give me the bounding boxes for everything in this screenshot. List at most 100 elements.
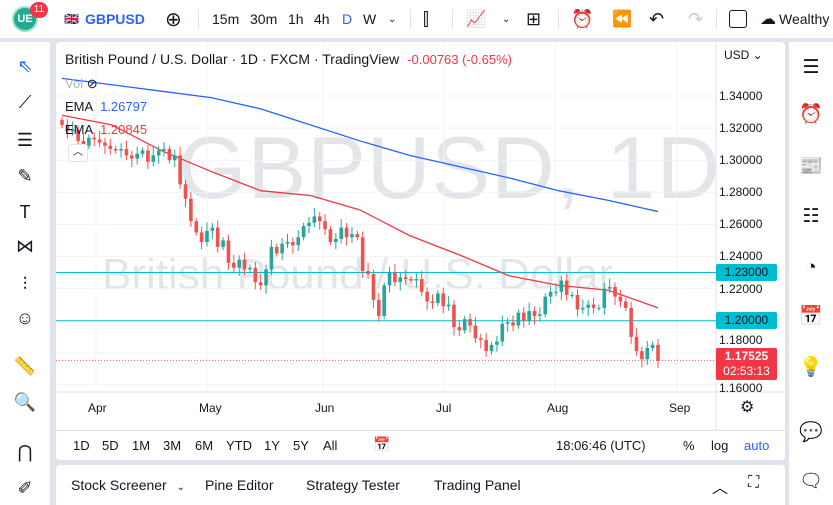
ideas-flame-icon[interactable]: ◔ [805,257,817,278]
undo-icon[interactable]: ↶ [649,8,665,29]
collapse-panel-chevron-up-icon[interactable]: ︿ [712,480,729,497]
candle-body [264,269,268,286]
time-label-jun: Jun [315,401,335,415]
hidden-eye-icon[interactable]: ⊘ [86,76,98,91]
symbol-description: British Pound / U.S. Dollar · 1D · FXCM … [65,51,400,67]
candle-body [301,226,306,238]
ruler-icon[interactable]: 📏 [13,355,37,376]
candle-body [124,148,129,156]
symbol-search-button[interactable]: 🇬🇧 GBPUSD [64,0,145,38]
range-6m[interactable]: 6M [195,438,214,453]
fib-lines-icon[interactable]: ☰ [16,129,34,150]
log-scale-toggle[interactable]: log [711,438,729,453]
brush-icon[interactable]: ✎ [17,165,33,186]
utc-clock[interactable]: 18:06:46 (UTC) [556,438,646,453]
candle-body [398,277,403,283]
candle-body [403,277,408,279]
chevron-down-icon: ⌄ [176,482,185,493]
tab-pine-editor[interactable]: Pine Editor [205,477,274,493]
replay-icon[interactable]: ⏪ [612,11,632,28]
interval-d[interactable]: D [342,11,353,27]
ema-label: EMA [65,122,93,137]
emoji-icon[interactable]: ☺ [15,307,35,328]
templates-grid-icon[interactable]: ⊞ [526,8,542,29]
candle-body [258,282,263,286]
redo-icon[interactable]: ↷ [688,8,704,29]
candle-body [452,304,456,328]
trend-line-icon[interactable]: ⟋ [18,91,32,112]
range-3m[interactable]: 3M [163,438,182,453]
interval-15m[interactable]: 15m [212,11,240,27]
layout-save-button[interactable]: ☁ Wealthy [760,0,829,38]
tab-stock-screener[interactable]: Stock Screener ⌄ [71,477,185,493]
interval-chevron-down-icon[interactable]: ⌄ [388,13,397,25]
percent-scale-toggle[interactable]: % [683,438,695,453]
watchlist-icon[interactable]: ☰ [802,56,820,78]
range-1y[interactable]: 1Y [264,438,280,453]
hotlist-icon[interactable]: ☷ [802,205,820,227]
prediction-icon[interactable]: ⫶ [22,273,28,294]
lock-drawings-icon[interactable]: ✐ [17,477,33,498]
candle-body [189,198,193,222]
tab-trading-panel[interactable]: Trading Panel [434,477,521,493]
text-icon[interactable]: T [19,201,31,222]
chart-panel[interactable]: GBPUSD, 1D British Pound / U.S. Dollar B… [56,42,785,460]
candle-body [205,230,209,243]
ema-label: EMA [65,99,93,114]
tab-strategy-tester[interactable]: Strategy Tester [306,477,400,493]
chart-legend: British Pound / U.S. Dollar · 1D · FXCM … [65,51,512,67]
candle-body [344,227,349,238]
candle-body [634,336,639,352]
currency-selector[interactable]: USD ⌄ [724,48,763,62]
last-price-label: 1.17525 02:53:13 [716,348,777,380]
maximize-panel-icon[interactable]: ⛶ [748,474,760,491]
range-5d[interactable]: 5D [102,438,119,453]
fullscreen-square-icon[interactable] [729,0,747,38]
indicators-icon[interactable]: 📈 [466,11,486,28]
price-tick: 1.24000 [719,249,763,263]
compare-plus-icon[interactable]: ⊕ [165,8,182,31]
alert-clock-icon[interactable]: ⏰ [571,8,594,29]
candle-body [505,322,510,324]
price-tick: 1.30000 [719,153,763,168]
drawing-toolbar: ⇖ ⟋ ☰ ✎ T ⋈ ⫶ ☺ 📏 🔍 ⋂ ✐ [0,42,50,505]
alerts-clock-icon[interactable]: ⏰ [799,104,823,125]
range-all[interactable]: All [323,438,338,453]
indicators-chevron-down-icon[interactable]: ⌄ [502,13,511,25]
collapse-legend-chevron-icon[interactable]: ︿ [68,144,88,162]
price-chart[interactable] [56,42,785,430]
interval-30m[interactable]: 30m [250,11,278,27]
cursor-icon[interactable]: ⇖ [17,55,33,76]
candle-body [650,344,655,348]
lightbulb-icon[interactable]: 💡 [799,357,823,378]
range-1m[interactable]: 1M [132,438,151,453]
candle-body [274,246,279,254]
range-1d[interactable]: 1D [73,438,90,453]
candle-body [532,311,537,316]
calendar-icon[interactable]: 📅 [799,306,823,327]
news-icon[interactable]: 📰 [799,156,823,177]
pattern-icon[interactable]: ⋈ [16,235,34,256]
range-ytd[interactable]: YTD [226,438,252,453]
price-tick: 1.28000 [719,185,763,200]
interval-w[interactable]: W [363,11,377,27]
candle-body [334,238,338,243]
candles-chart-type-icon[interactable]: ⫿ [423,8,429,29]
interval-1h[interactable]: 1h [288,11,304,27]
volume-indicator[interactable]: Vol ⊘ [65,76,98,92]
chats-icon[interactable]: 💬 [799,422,823,443]
candle-body [538,314,542,316]
interval-4h[interactable]: 4h [314,11,330,27]
candle-body [151,155,156,162]
range-5y[interactable]: 5Y [293,438,309,453]
range-bar: 1D 5D 1M 3M 6M YTD 1Y 5Y All 📅 18:06:46 … [56,430,785,460]
candle-body [183,184,188,199]
settings-gear-icon[interactable]: ⚙ [740,399,755,416]
zoom-in-icon[interactable]: 🔍 [13,391,37,412]
auto-scale-toggle[interactable]: auto [744,438,770,453]
magnet-icon[interactable]: ⋂ [17,441,33,462]
ema-short-legend[interactable]: EMA 1.20845 [65,122,147,137]
ema-long-legend[interactable]: EMA 1.26797 [65,99,147,114]
date-range-calendar-icon[interactable]: 📅 [373,436,391,452]
help-chat-icon[interactable]: 🗨 [798,471,824,492]
